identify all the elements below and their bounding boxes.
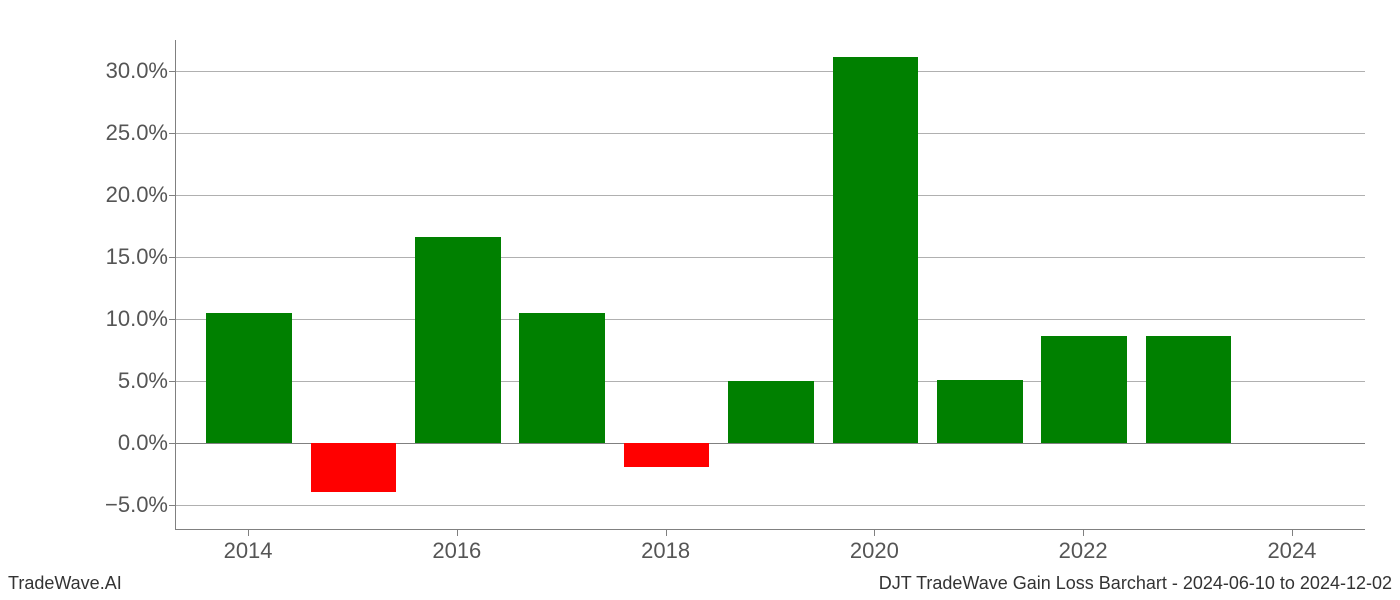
y-tick-mark [169,71,175,72]
footer-brand: TradeWave.AI [8,573,122,594]
y-tick-mark [169,133,175,134]
y-tick-label: 20.0% [68,182,168,208]
y-tick-label: 30.0% [68,58,168,84]
y-tick-mark [169,505,175,506]
gridline [176,195,1365,196]
y-tick-mark [169,195,175,196]
bar-2019 [728,381,814,443]
x-tick-mark [666,530,667,536]
y-tick-label: 5.0% [68,368,168,394]
y-tick-label: 10.0% [68,306,168,332]
x-tick-mark [1083,530,1084,536]
gridline [176,133,1365,134]
y-tick-label: 25.0% [68,120,168,146]
x-tick-label: 2022 [1059,538,1108,564]
bar-2021 [937,380,1023,443]
x-tick-label: 2018 [641,538,690,564]
y-tick-label: 15.0% [68,244,168,270]
gridline [176,257,1365,258]
bar-2016 [415,237,501,443]
x-tick-mark [457,530,458,536]
y-tick-mark [169,381,175,382]
bar-2022 [1041,336,1127,443]
y-tick-mark [169,257,175,258]
bar-2015 [311,443,397,491]
bar-2018 [624,443,710,467]
x-tick-label: 2024 [1267,538,1316,564]
x-tick-mark [1292,530,1293,536]
bar-2017 [519,313,605,443]
bar-2014 [206,313,292,443]
x-tick-label: 2020 [850,538,899,564]
gridline [176,319,1365,320]
gridline [176,505,1365,506]
x-tick-label: 2014 [224,538,273,564]
x-tick-label: 2016 [432,538,481,564]
bar-2020 [833,57,919,443]
bar-2023 [1146,336,1232,443]
y-tick-mark [169,319,175,320]
bars-layer [176,40,1365,529]
x-tick-mark [248,530,249,536]
x-tick-mark [874,530,875,536]
y-tick-mark [169,443,175,444]
gridline [176,71,1365,72]
y-tick-label: 0.0% [68,430,168,456]
footer-caption: DJT TradeWave Gain Loss Barchart - 2024-… [879,573,1392,594]
y-tick-label: −5.0% [68,492,168,518]
chart-plot-area [175,40,1365,530]
